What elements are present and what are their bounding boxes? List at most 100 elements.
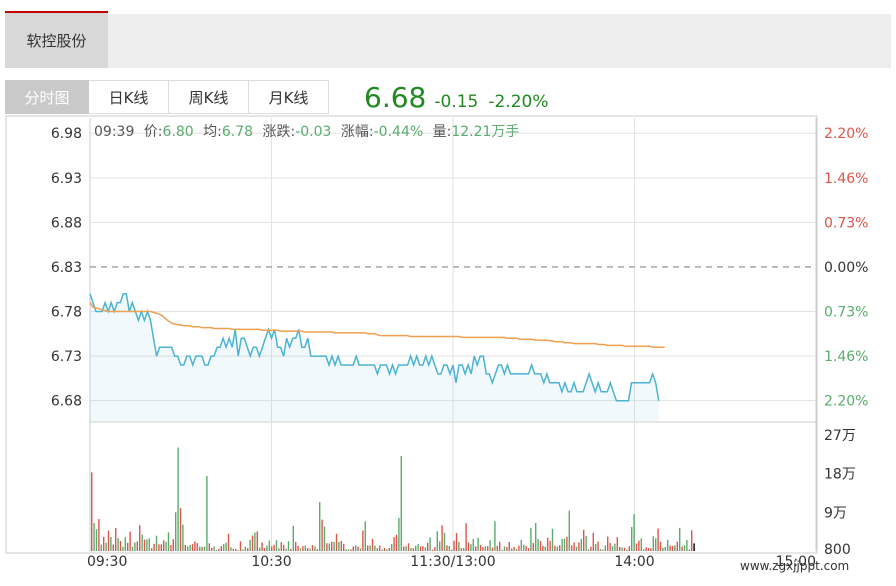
volume-bar (499, 541, 501, 551)
volume-bar (657, 528, 659, 551)
volume-bar (187, 546, 189, 551)
stock-name-tab[interactable]: 软控股份 (5, 11, 108, 68)
volume-bar (415, 545, 417, 551)
volume-bar (340, 540, 342, 551)
tab-daily-k[interactable]: 日K线 (89, 80, 169, 114)
volume-bar (434, 547, 436, 551)
volume-bar (151, 548, 153, 551)
volume-bar (580, 538, 582, 551)
y-tick-label-right: 0.00% (824, 260, 868, 276)
info-price: 6.80 (163, 124, 194, 140)
volume-bar (105, 542, 107, 551)
info-vol: 12.21万手 (451, 124, 519, 140)
volume-bar (532, 543, 534, 551)
volume-bar (292, 525, 294, 551)
volume-bar (242, 549, 244, 551)
volume-bar (446, 545, 448, 551)
volume-bar (383, 547, 386, 551)
volume-bar (607, 536, 609, 551)
volume-bar (568, 510, 570, 551)
volume-bar (691, 530, 693, 551)
volume-bar (537, 539, 539, 551)
volume-bar (563, 538, 566, 551)
volume-tick-label: 27万 (824, 428, 856, 444)
volume-bar (338, 542, 340, 551)
volume-bar (239, 541, 242, 551)
volume-bar (311, 545, 314, 551)
volume-bar (146, 539, 148, 551)
volume-bar (302, 546, 304, 551)
volume-bar (155, 535, 158, 551)
volume-bar (616, 537, 618, 551)
tab-intraday[interactable]: 分时图 (5, 80, 89, 114)
volume-bar (407, 543, 410, 551)
info-line: 09:39 价:6.80 均:6.78 涨跌:-0.03 涨幅:-0.44% 量… (94, 124, 519, 140)
info-avg-label: 均: (203, 124, 222, 140)
volume-bar (350, 549, 352, 551)
volume-bar (170, 545, 172, 551)
volume-bar (619, 546, 621, 551)
volume-bar (323, 526, 326, 551)
volume-bar (544, 546, 546, 551)
volume-bar (172, 539, 174, 551)
volume-bar (667, 539, 669, 551)
volume-bar (479, 544, 482, 551)
volume-bar (345, 549, 347, 551)
volume-bar (379, 545, 381, 551)
volume-bar (631, 527, 633, 551)
volume-bar (650, 548, 652, 551)
info-time: 09:39 (94, 124, 134, 140)
volume-bar (278, 548, 280, 551)
volume-bar (693, 543, 695, 551)
info-avg: 6.78 (222, 124, 253, 140)
tab-monthly-k[interactable]: 月K线 (249, 80, 329, 114)
volume-bar (367, 545, 369, 551)
volume-bar (230, 547, 232, 551)
volume-bar (597, 541, 599, 551)
info-change-label: 涨跌: (263, 124, 296, 140)
volume-bar (139, 525, 141, 551)
volume-bar (215, 549, 218, 551)
volume-bar (587, 549, 590, 551)
volume-bar (664, 547, 666, 551)
volume-bar (443, 532, 446, 551)
y-tick-label-right: 1.46% (824, 349, 868, 365)
y-tick-label-right: 2.20% (824, 394, 868, 410)
volume-bar (465, 523, 467, 551)
volume-bar (304, 545, 306, 551)
volume-bar (273, 544, 275, 551)
volume-bar (448, 546, 450, 551)
x-tick-label: 10:30 (251, 554, 291, 570)
volume-bar (347, 549, 350, 551)
volume-bar (602, 549, 604, 551)
tab-weekly-k[interactable]: 周K线 (169, 80, 249, 114)
volume-bar (237, 550, 239, 551)
volume-bar (575, 546, 578, 551)
volume-bar (307, 548, 309, 551)
volume-bar (167, 532, 170, 551)
volume-bar (343, 543, 345, 551)
volume-bar (554, 545, 556, 551)
volume-bar (419, 546, 422, 551)
volume-bar (513, 546, 515, 551)
volume-bar (477, 537, 479, 551)
volume-bar (491, 547, 494, 551)
volume-bar (247, 548, 249, 551)
volume-bar (100, 544, 102, 551)
volume-bar (494, 521, 496, 551)
volume-bar (640, 538, 642, 551)
volume-bar (381, 549, 383, 551)
volume-bar (103, 537, 105, 551)
y-tick-label-left: 6.73 (51, 349, 82, 365)
volume-bar (674, 545, 676, 551)
volume-bar (643, 549, 645, 551)
info-pct: -0.44% (374, 124, 424, 140)
y-tick-label-left: 6.93 (51, 171, 82, 187)
y-tick-label-left: 6.78 (51, 305, 82, 321)
volume-bar (556, 546, 558, 551)
volume-bar (268, 540, 270, 551)
volume-bar (177, 447, 179, 551)
volume-bar (652, 536, 654, 551)
volume-bar (115, 528, 117, 551)
